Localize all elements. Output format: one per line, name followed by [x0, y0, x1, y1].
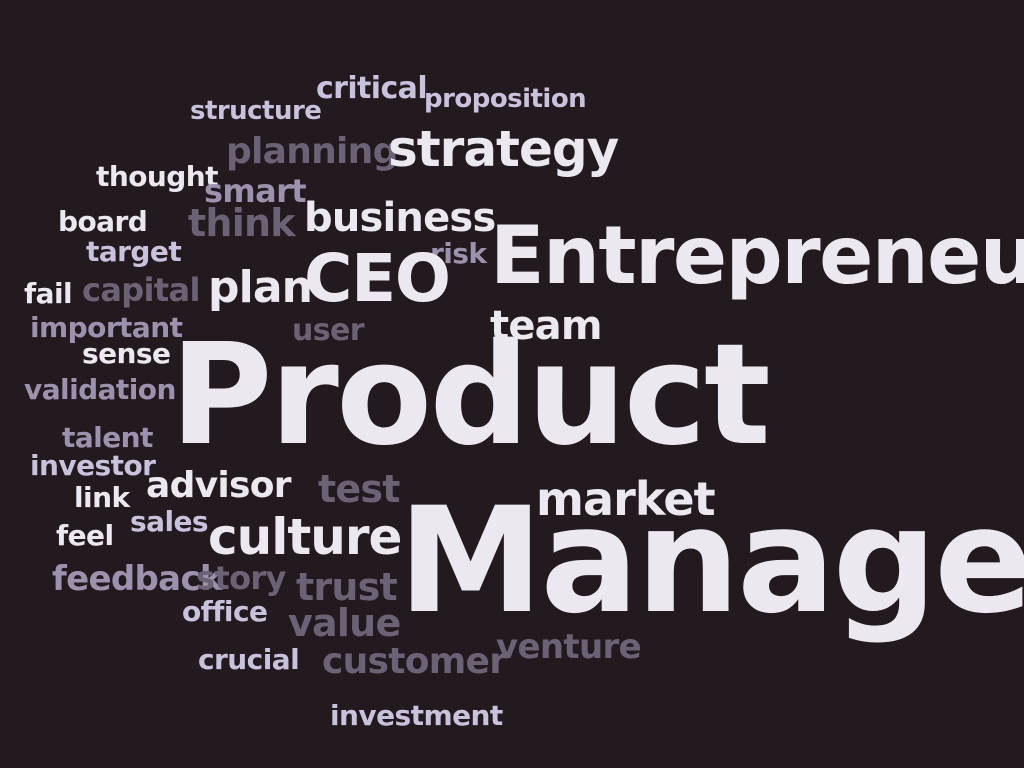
word-ceo: CEO [304, 240, 451, 317]
word-business: business [304, 195, 496, 241]
word-test: test [318, 467, 400, 511]
word-important: important [30, 311, 183, 344]
word-entrepreneur: Entrepreneur [490, 209, 1024, 302]
word-critical: critical [316, 71, 428, 106]
word-capital: capital [82, 271, 200, 309]
word-risk: risk [430, 237, 487, 270]
word-validation: validation [24, 373, 176, 406]
word-market: market [536, 472, 716, 526]
word-story: story [196, 559, 286, 597]
word-target: target [86, 235, 182, 268]
word-office: office [182, 595, 268, 628]
word-planning: planning [226, 131, 398, 172]
word-strategy: strategy [388, 120, 619, 178]
word-culture: culture [208, 508, 402, 566]
word-talent: talent [62, 421, 153, 454]
word-advisor: advisor [146, 465, 291, 506]
word-feel: feel [56, 519, 114, 552]
word-user: user [292, 313, 365, 348]
word-fail: fail [24, 277, 73, 310]
word-think: think [188, 201, 296, 245]
word-investor: investor [30, 449, 156, 482]
word-crucial: crucial [198, 643, 300, 676]
word-manager: Manager [398, 476, 1024, 646]
word-proposition: proposition [424, 84, 587, 114]
word-board: board [58, 205, 148, 238]
word-trust: trust [296, 565, 398, 609]
word-product: Product [170, 314, 771, 477]
word-investment: investment [330, 699, 503, 732]
word-plan: plan [208, 262, 313, 313]
word-sense: sense [82, 337, 171, 370]
word-venture: venture [496, 627, 642, 667]
word-value: value [288, 601, 401, 645]
word-smart: smart [204, 172, 307, 210]
word-feedback: feedback [52, 559, 223, 599]
word-customer: customer [322, 641, 507, 682]
word-team: team [490, 303, 603, 349]
word-link: link [74, 481, 130, 514]
word-thought: thought [96, 160, 218, 193]
word-sales: sales [130, 505, 209, 538]
word-structure: structure [190, 96, 322, 126]
